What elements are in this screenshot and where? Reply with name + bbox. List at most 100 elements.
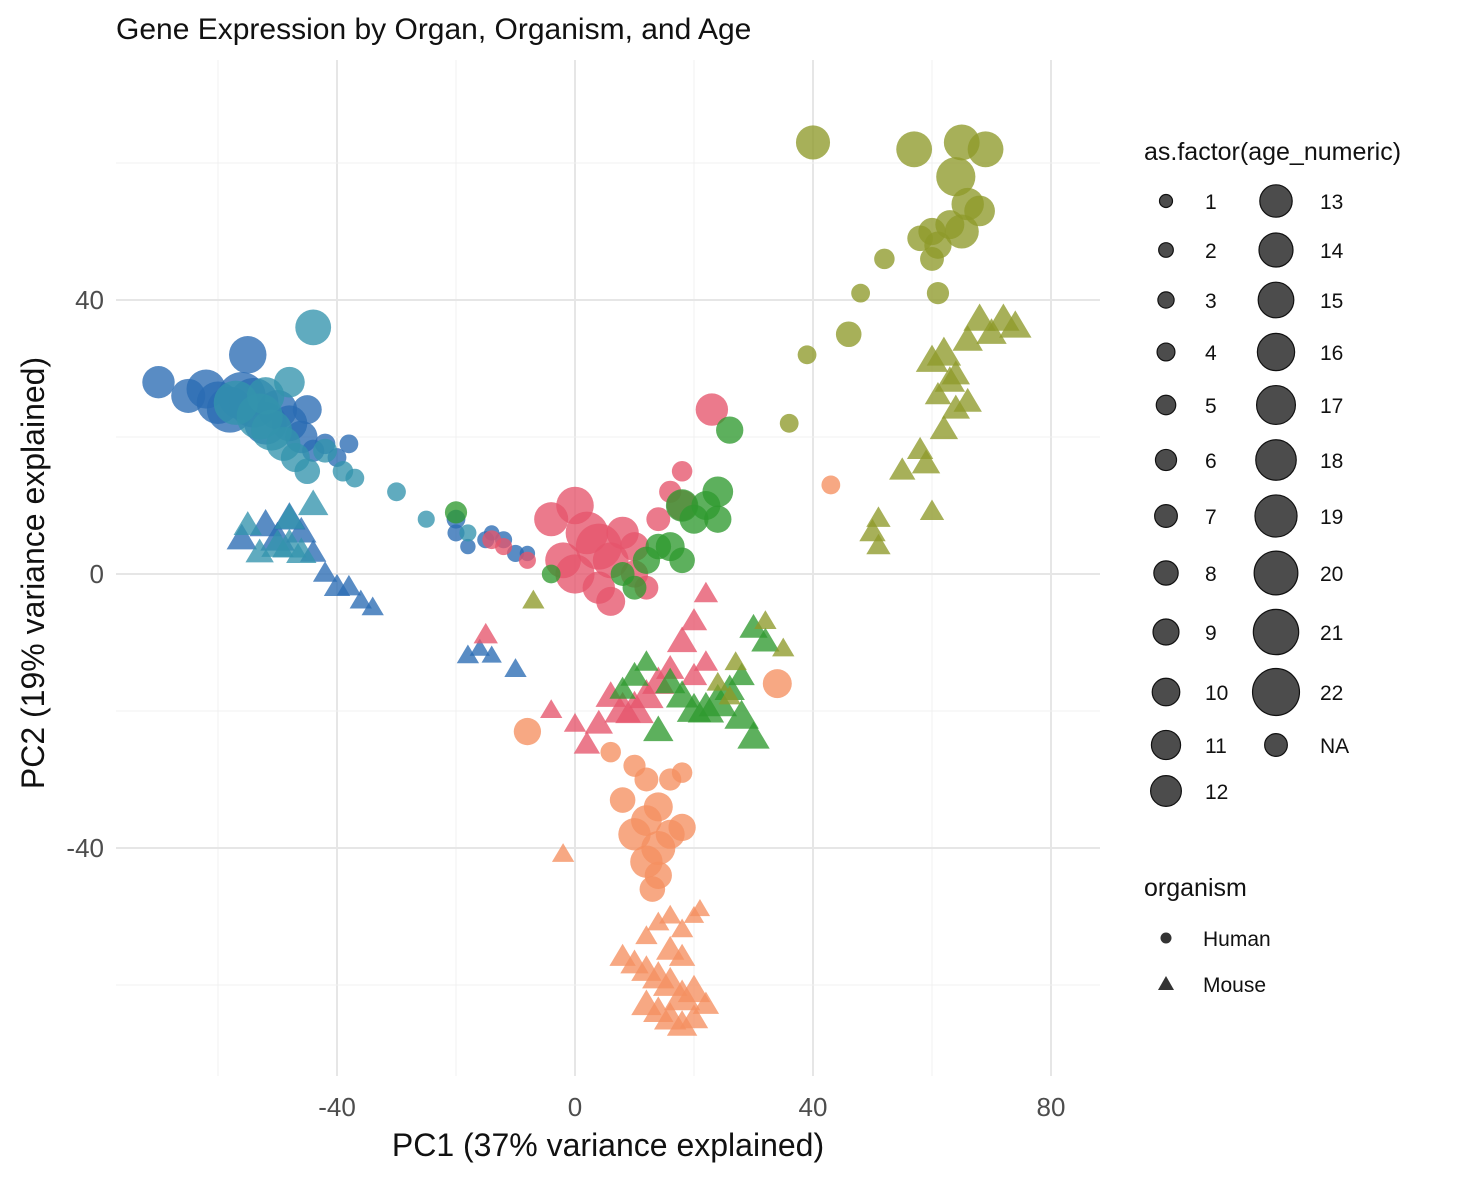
data-point-human <box>274 366 305 398</box>
data-point-human <box>920 246 944 271</box>
data-point-mouse <box>724 699 759 729</box>
size-legend-key <box>1151 677 1181 707</box>
size-legend-label: 20 <box>1320 563 1343 586</box>
size-legend-key <box>1150 775 1182 807</box>
data-point-mouse <box>679 1004 709 1029</box>
data-point-mouse <box>952 325 983 351</box>
data-point-mouse <box>751 627 780 652</box>
size-legend-key <box>1158 193 1174 209</box>
data-point-human <box>835 321 862 348</box>
data-point-human <box>639 876 666 902</box>
data-point-human <box>645 533 672 560</box>
data-point-human <box>896 131 933 168</box>
data-point-mouse <box>698 683 738 717</box>
data-point-mouse <box>573 731 601 754</box>
data-point-mouse <box>693 581 719 603</box>
size-legend-key <box>1255 384 1297 426</box>
data-point-human <box>702 476 734 508</box>
data-point-mouse <box>754 610 777 629</box>
data-point-human <box>797 345 817 365</box>
data-point-human <box>646 507 671 532</box>
size-legend-title: as.factor(age_numeric) <box>1144 138 1401 166</box>
data-point-mouse <box>336 574 362 596</box>
data-point-mouse <box>245 538 274 563</box>
data-point-mouse <box>889 457 916 480</box>
data-point-human <box>460 538 476 555</box>
data-point-mouse <box>659 904 682 924</box>
data-point-human <box>795 125 831 160</box>
data-point-human <box>907 225 933 252</box>
data-point-mouse <box>739 613 768 638</box>
size-legend-key <box>1254 494 1298 538</box>
data-point-human <box>634 767 659 792</box>
data-point-human <box>596 586 626 616</box>
size-legend-label: 1 <box>1205 191 1217 214</box>
data-point-human <box>495 538 513 556</box>
size-legend-label: 8 <box>1205 563 1217 586</box>
data-point-mouse <box>666 626 698 653</box>
data-point-human <box>513 717 542 746</box>
data-point-mouse <box>670 918 694 938</box>
size-legend-key <box>1256 332 1296 372</box>
data-point-human <box>762 669 792 699</box>
data-point-mouse <box>680 608 708 631</box>
data-point-human <box>447 524 465 542</box>
data-point-human <box>339 434 359 454</box>
size-legend-key <box>1154 504 1178 528</box>
data-point-mouse <box>919 499 945 521</box>
data-point-mouse <box>953 387 982 412</box>
size-legend-label: 16 <box>1320 342 1343 365</box>
data-point-mouse <box>866 533 891 555</box>
size-legend-label: 15 <box>1320 290 1343 313</box>
data-point-mouse <box>924 382 952 405</box>
data-point-human <box>294 458 321 485</box>
size-legend-label: 7 <box>1205 506 1217 529</box>
data-point-mouse <box>635 925 658 945</box>
data-point-mouse <box>737 721 770 749</box>
y-axis-label: PC2 (19% variance explained) <box>15 357 51 789</box>
points-layer <box>142 124 1032 1036</box>
size-legend-key <box>1257 281 1295 319</box>
data-point-mouse <box>643 715 674 742</box>
data-point-mouse <box>226 523 257 550</box>
data-point-human <box>967 131 1004 168</box>
data-point-mouse <box>469 638 490 656</box>
data-point-mouse <box>655 667 686 694</box>
data-point-mouse <box>999 310 1032 338</box>
data-point-human <box>944 214 979 249</box>
size-legend-key <box>1153 560 1179 586</box>
data-point-human <box>345 468 365 488</box>
size-legend-label: NA <box>1320 735 1349 758</box>
data-point-human <box>874 248 895 270</box>
data-point-mouse <box>286 537 317 564</box>
data-point-human <box>142 366 175 399</box>
x-tick-label: 0 <box>568 1092 582 1122</box>
y-tick-label: -40 <box>66 833 104 863</box>
data-point-mouse <box>540 699 563 719</box>
data-point-mouse <box>634 650 659 671</box>
data-point-mouse <box>349 589 372 609</box>
shape-legend: Human Mouse <box>1158 928 1271 997</box>
data-point-human <box>668 813 696 842</box>
data-point-mouse <box>647 911 670 931</box>
data-point-mouse <box>274 503 305 529</box>
data-point-mouse <box>595 681 626 707</box>
data-point-human <box>821 475 841 495</box>
size-legend-key <box>1152 618 1180 646</box>
size-legend-label: 12 <box>1205 781 1228 804</box>
size-legend-key <box>1264 733 1288 757</box>
data-point-human <box>417 510 435 528</box>
size-legend-key <box>1156 342 1176 362</box>
data-point-human <box>292 395 322 425</box>
size-legend-label: 10 <box>1205 682 1228 705</box>
data-point-human <box>704 505 732 533</box>
data-point-human <box>851 283 870 303</box>
data-point-human <box>518 551 536 569</box>
size-legend-label: 3 <box>1205 290 1217 313</box>
data-point-human <box>229 336 267 374</box>
data-point-mouse <box>481 645 502 663</box>
data-point-human <box>716 416 744 444</box>
data-point-mouse <box>668 943 696 966</box>
data-point-mouse <box>656 654 685 679</box>
